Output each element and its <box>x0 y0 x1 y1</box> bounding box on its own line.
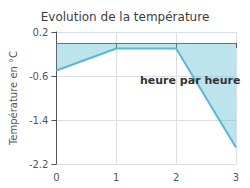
svg-text:Evolution de la température: Evolution de la température <box>41 10 210 24</box>
svg-text:Température en °C: Température en °C <box>8 51 19 146</box>
svg-text:-1.4: -1.4 <box>29 115 49 126</box>
svg-text:2: 2 <box>173 172 179 183</box>
svg-text:-2.2: -2.2 <box>29 159 49 170</box>
svg-text:heure par heure: heure par heure <box>140 74 240 87</box>
svg-text:1: 1 <box>113 172 119 183</box>
svg-text:0: 0 <box>53 172 59 183</box>
svg-text:-0.6: -0.6 <box>29 71 49 82</box>
svg-text:0.2: 0.2 <box>33 27 49 38</box>
svg-text:3: 3 <box>233 172 239 183</box>
